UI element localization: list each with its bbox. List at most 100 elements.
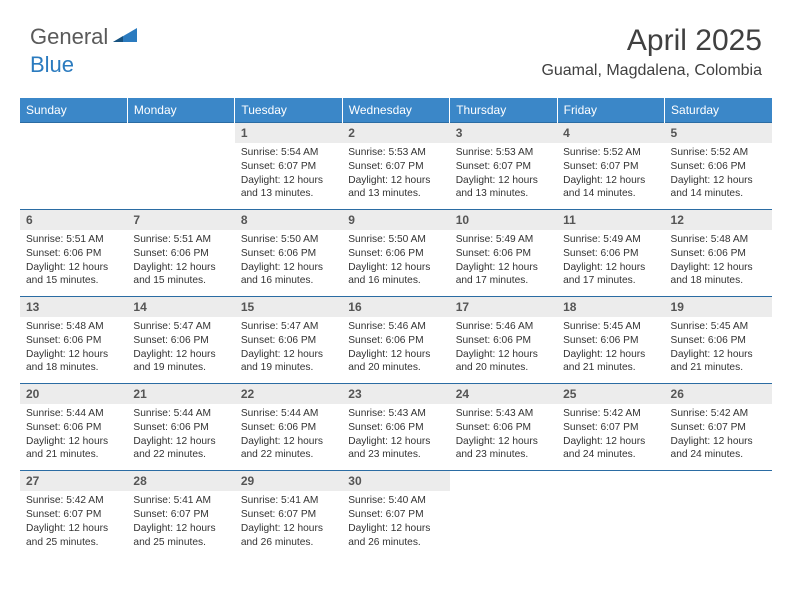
- sunset-text: Sunset: 6:07 PM: [348, 508, 443, 522]
- daylight-line1: Daylight: 12 hours: [563, 348, 658, 362]
- weekday-header: Sunday: [20, 98, 127, 123]
- day-number: 1: [235, 123, 342, 144]
- daylight-line1: Daylight: 12 hours: [671, 435, 766, 449]
- sunset-text: Sunset: 6:06 PM: [348, 421, 443, 435]
- day-number: 14: [127, 297, 234, 318]
- daylight-line2: and 21 minutes.: [671, 361, 766, 375]
- sunset-text: Sunset: 6:07 PM: [133, 508, 228, 522]
- day-cell: Sunrise: 5:50 AMSunset: 6:06 PMDaylight:…: [235, 230, 342, 297]
- daylight-line1: Daylight: 12 hours: [241, 435, 336, 449]
- day-number: [450, 471, 557, 492]
- logo-text-blue: Blue: [30, 52, 74, 77]
- day-number: 11: [557, 210, 664, 231]
- day-cell: Sunrise: 5:44 AMSunset: 6:06 PMDaylight:…: [20, 404, 127, 471]
- daylight-line2: and 18 minutes.: [26, 361, 121, 375]
- detail-row: Sunrise: 5:51 AMSunset: 6:06 PMDaylight:…: [20, 230, 772, 297]
- daylight-line1: Daylight: 12 hours: [26, 348, 121, 362]
- day-number: 27: [20, 471, 127, 492]
- daylight-line2: and 14 minutes.: [563, 187, 658, 201]
- daynum-row: 12345: [20, 123, 772, 144]
- sunset-text: Sunset: 6:07 PM: [348, 160, 443, 174]
- daylight-line1: Daylight: 12 hours: [671, 348, 766, 362]
- day-number: 5: [665, 123, 772, 144]
- day-cell: [20, 143, 127, 210]
- sunrise-text: Sunrise: 5:48 AM: [26, 320, 121, 334]
- day-cell: Sunrise: 5:49 AMSunset: 6:06 PMDaylight:…: [557, 230, 664, 297]
- day-number: [127, 123, 234, 144]
- daylight-line2: and 15 minutes.: [133, 274, 228, 288]
- day-cell: Sunrise: 5:42 AMSunset: 6:07 PMDaylight:…: [20, 491, 127, 557]
- day-number: [665, 471, 772, 492]
- sunset-text: Sunset: 6:06 PM: [456, 421, 551, 435]
- sunrise-text: Sunrise: 5:45 AM: [563, 320, 658, 334]
- sunset-text: Sunset: 6:07 PM: [26, 508, 121, 522]
- sunrise-text: Sunrise: 5:44 AM: [133, 407, 228, 421]
- sunrise-text: Sunrise: 5:52 AM: [563, 146, 658, 160]
- sunrise-text: Sunrise: 5:41 AM: [133, 494, 228, 508]
- day-cell: Sunrise: 5:44 AMSunset: 6:06 PMDaylight:…: [235, 404, 342, 471]
- day-cell: Sunrise: 5:47 AMSunset: 6:06 PMDaylight:…: [235, 317, 342, 384]
- weekday-header: Monday: [127, 98, 234, 123]
- sunset-text: Sunset: 6:06 PM: [671, 247, 766, 261]
- sunset-text: Sunset: 6:06 PM: [133, 334, 228, 348]
- day-cell: Sunrise: 5:51 AMSunset: 6:06 PMDaylight:…: [127, 230, 234, 297]
- sunrise-text: Sunrise: 5:44 AM: [241, 407, 336, 421]
- daylight-line1: Daylight: 12 hours: [133, 435, 228, 449]
- sunrise-text: Sunrise: 5:53 AM: [348, 146, 443, 160]
- daylight-line1: Daylight: 12 hours: [26, 435, 121, 449]
- day-number: 21: [127, 384, 234, 405]
- sunset-text: Sunset: 6:06 PM: [26, 247, 121, 261]
- sunset-text: Sunset: 6:06 PM: [133, 247, 228, 261]
- daynum-row: 27282930: [20, 471, 772, 492]
- daylight-line1: Daylight: 12 hours: [563, 174, 658, 188]
- daylight-line2: and 13 minutes.: [456, 187, 551, 201]
- daylight-line2: and 23 minutes.: [348, 448, 443, 462]
- sunset-text: Sunset: 6:06 PM: [671, 334, 766, 348]
- daylight-line2: and 26 minutes.: [348, 536, 443, 550]
- sunrise-text: Sunrise: 5:51 AM: [26, 233, 121, 247]
- day-cell: Sunrise: 5:44 AMSunset: 6:06 PMDaylight:…: [127, 404, 234, 471]
- weekday-header: Saturday: [665, 98, 772, 123]
- sunset-text: Sunset: 6:06 PM: [26, 334, 121, 348]
- daylight-line1: Daylight: 12 hours: [26, 522, 121, 536]
- daylight-line2: and 17 minutes.: [456, 274, 551, 288]
- header: General April 2025 Guamal, Magdalena, Co…: [0, 0, 792, 90]
- sunrise-text: Sunrise: 5:51 AM: [133, 233, 228, 247]
- sunrise-text: Sunrise: 5:43 AM: [348, 407, 443, 421]
- detail-row: Sunrise: 5:44 AMSunset: 6:06 PMDaylight:…: [20, 404, 772, 471]
- sunrise-text: Sunrise: 5:52 AM: [671, 146, 766, 160]
- day-number: 6: [20, 210, 127, 231]
- day-cell: Sunrise: 5:51 AMSunset: 6:06 PMDaylight:…: [20, 230, 127, 297]
- day-cell: [665, 491, 772, 557]
- day-number: 9: [342, 210, 449, 231]
- day-cell: Sunrise: 5:53 AMSunset: 6:07 PMDaylight:…: [450, 143, 557, 210]
- day-number: 23: [342, 384, 449, 405]
- title-block: April 2025 Guamal, Magdalena, Colombia: [541, 24, 762, 80]
- day-number: 16: [342, 297, 449, 318]
- sunset-text: Sunset: 6:06 PM: [563, 247, 658, 261]
- sunset-text: Sunset: 6:06 PM: [241, 421, 336, 435]
- sunset-text: Sunset: 6:07 PM: [563, 160, 658, 174]
- day-number: 8: [235, 210, 342, 231]
- sunrise-text: Sunrise: 5:46 AM: [348, 320, 443, 334]
- sunset-text: Sunset: 6:07 PM: [563, 421, 658, 435]
- daylight-line2: and 21 minutes.: [26, 448, 121, 462]
- day-number: 13: [20, 297, 127, 318]
- sunset-text: Sunset: 6:06 PM: [348, 334, 443, 348]
- daylight-line2: and 21 minutes.: [563, 361, 658, 375]
- day-number: 18: [557, 297, 664, 318]
- day-number: 19: [665, 297, 772, 318]
- day-number: 4: [557, 123, 664, 144]
- day-cell: Sunrise: 5:54 AMSunset: 6:07 PMDaylight:…: [235, 143, 342, 210]
- sunset-text: Sunset: 6:06 PM: [133, 421, 228, 435]
- sunrise-text: Sunrise: 5:54 AM: [241, 146, 336, 160]
- daynum-row: 20212223242526: [20, 384, 772, 405]
- day-number: 26: [665, 384, 772, 405]
- daylight-line2: and 20 minutes.: [456, 361, 551, 375]
- daylight-line2: and 25 minutes.: [133, 536, 228, 550]
- day-cell: Sunrise: 5:52 AMSunset: 6:06 PMDaylight:…: [665, 143, 772, 210]
- logo-text-general: General: [30, 24, 108, 50]
- day-cell: Sunrise: 5:46 AMSunset: 6:06 PMDaylight:…: [342, 317, 449, 384]
- daylight-line1: Daylight: 12 hours: [133, 522, 228, 536]
- sunset-text: Sunset: 6:06 PM: [456, 334, 551, 348]
